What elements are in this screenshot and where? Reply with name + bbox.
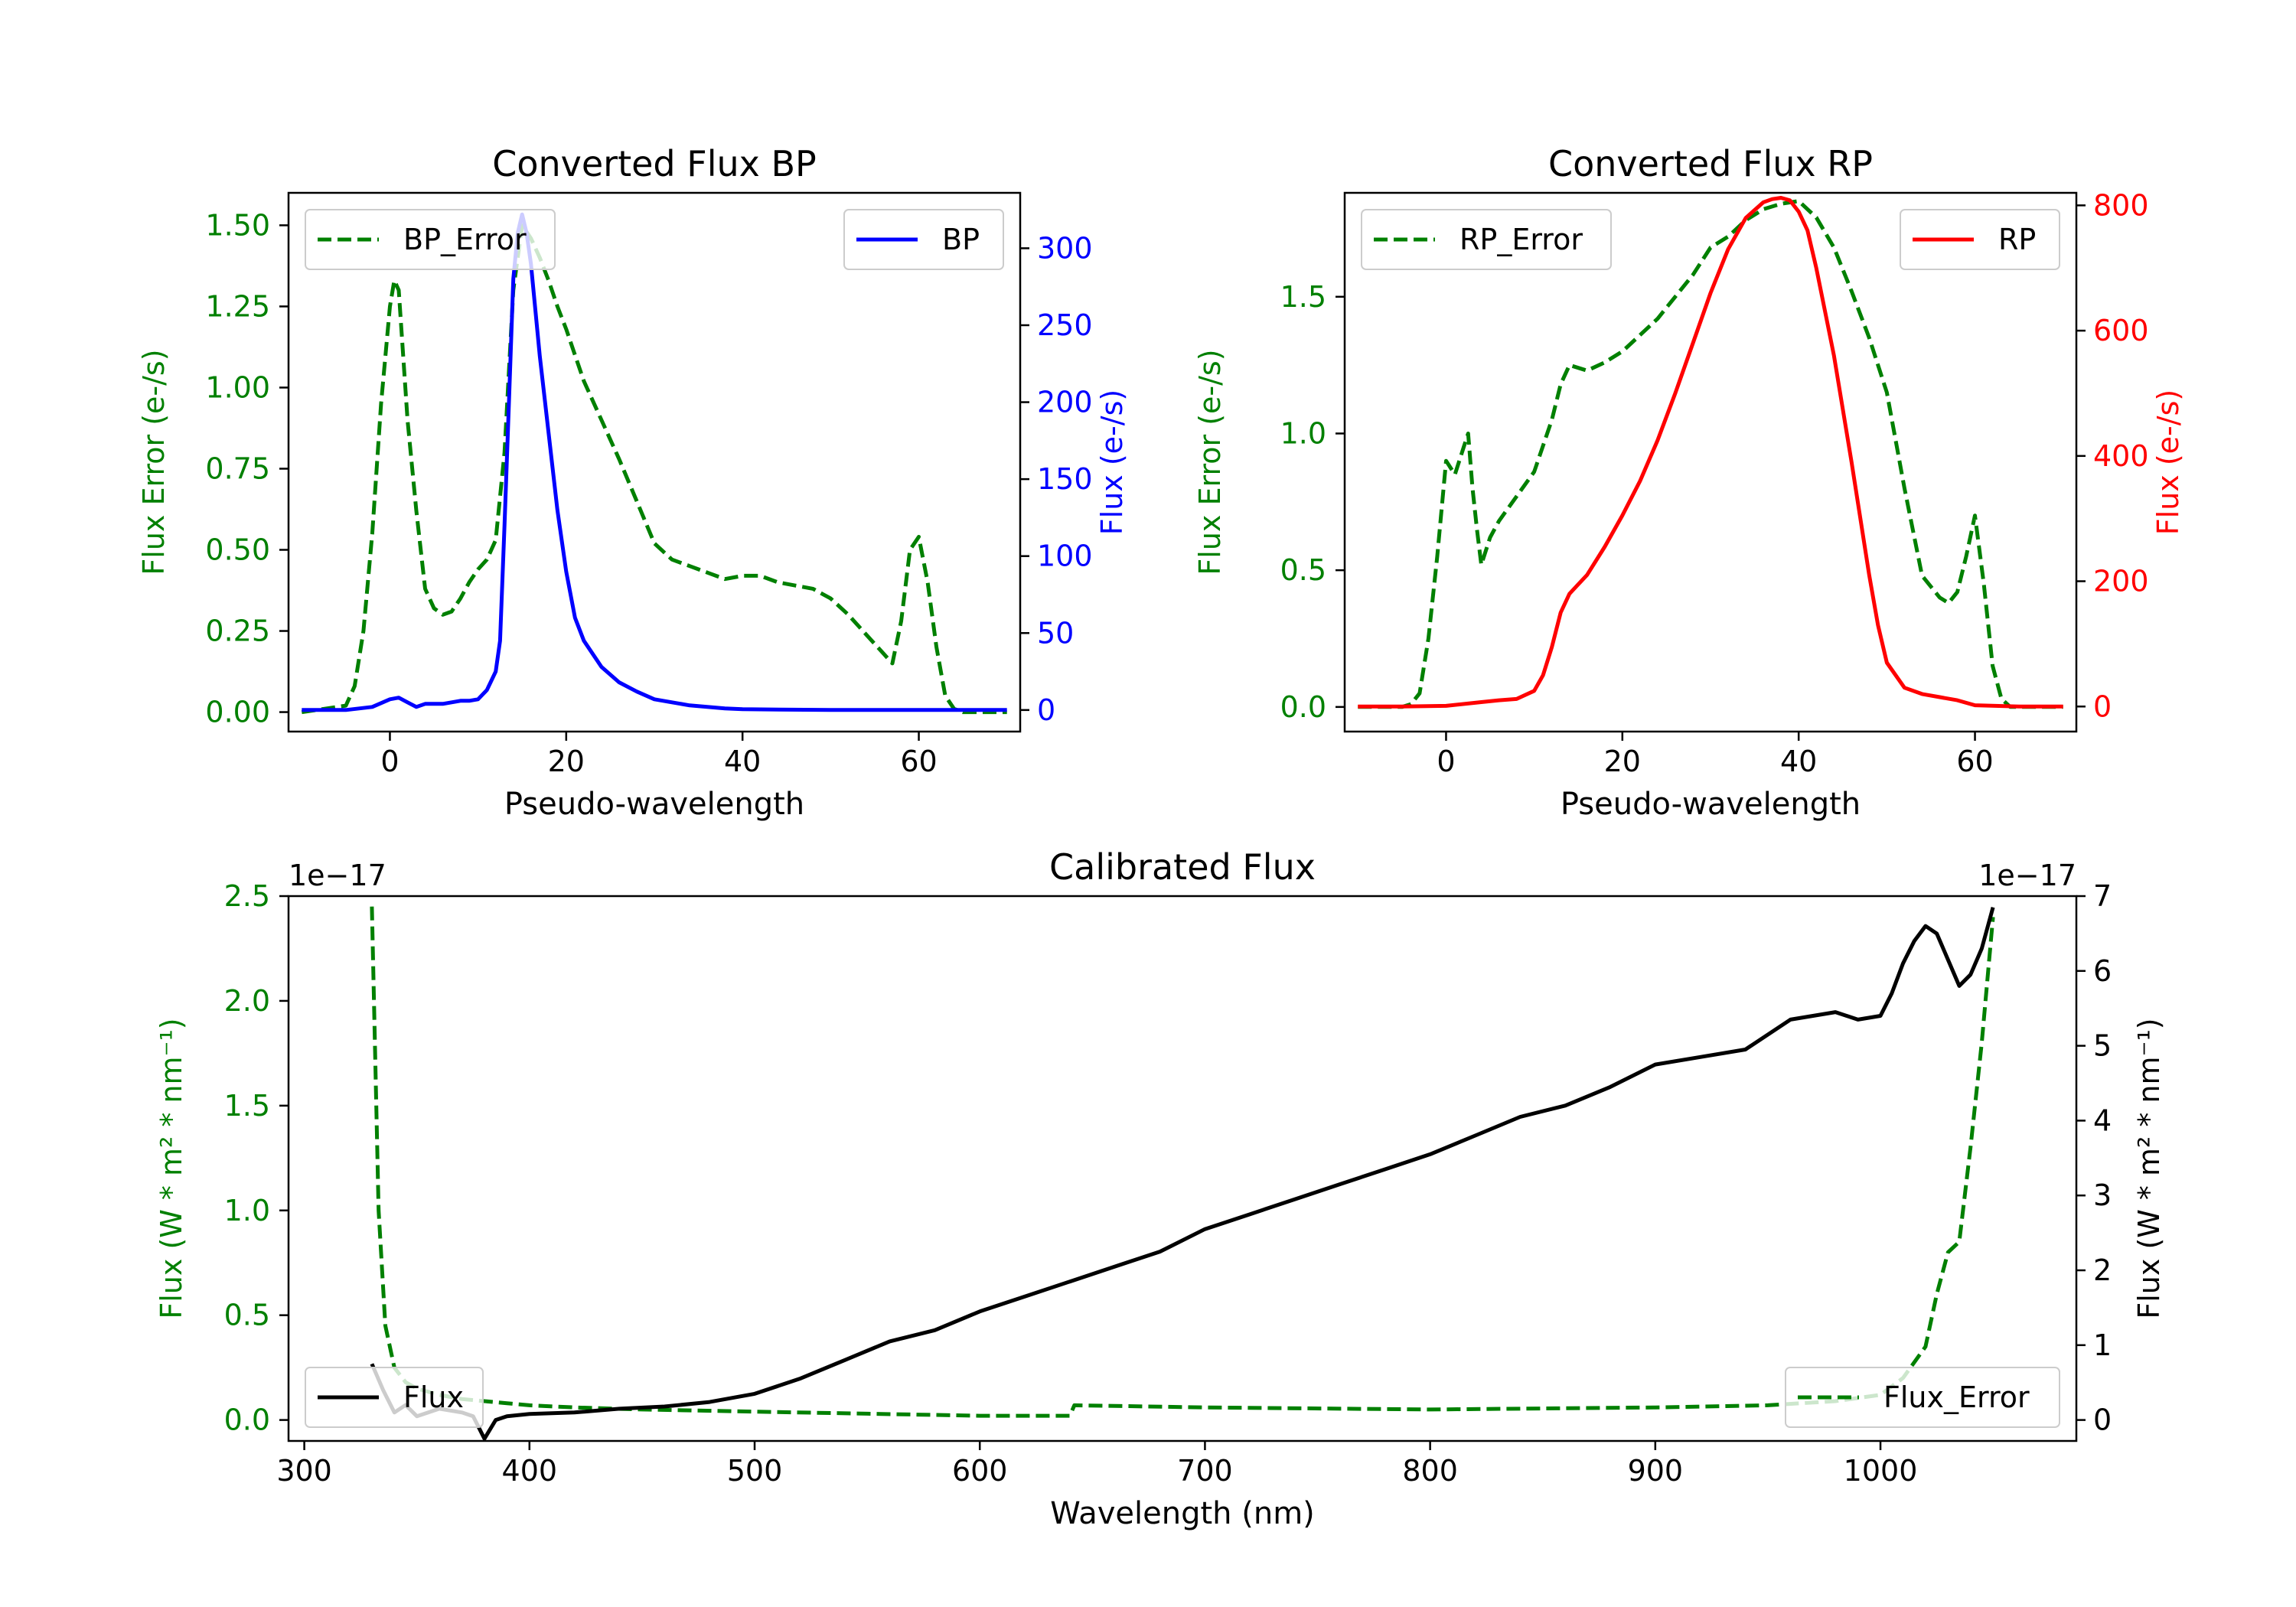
y-left-tick-label: 0.75 — [205, 451, 270, 485]
legend-flux: Flux — [305, 1367, 484, 1428]
legend-error: RP_Error — [1361, 209, 1612, 270]
x-tick-label: 0 — [1437, 745, 1455, 778]
chart-3: Calibrated Flux 300 400 500 600 700 800 900 1000… — [155, 846, 2166, 1531]
y-right-tick-label: 7 — [2093, 879, 2112, 913]
axes-frame — [287, 895, 2078, 1442]
axes-frame — [287, 191, 1022, 733]
y-right-tick-label: 150 — [1037, 462, 1093, 496]
y-left-tick-label: 1.0 — [1280, 416, 1326, 450]
y-right-tick-label: 250 — [1037, 308, 1093, 342]
x-tick-label: 1000 — [1844, 1454, 1918, 1488]
chart-title: Converted Flux BP — [492, 143, 817, 184]
y-right-tick-label: 3 — [2093, 1178, 2112, 1212]
y-right-tick-label: 0 — [2093, 689, 2112, 723]
y-left-axis-label: Flux (W * m² * nm⁻¹) — [155, 1018, 188, 1319]
chart-title: Converted Flux RP — [1548, 143, 1873, 184]
y-right-tick-label: 600 — [2093, 314, 2149, 347]
x-tick-label: 600 — [952, 1454, 1008, 1488]
y-left-tick-label: 0.0 — [224, 1403, 270, 1437]
y-right-axis-label: Flux (e-/s) — [1095, 390, 1129, 535]
y-left-tick-label: 1.5 — [1280, 280, 1326, 314]
y-right-tick-label: 6 — [2093, 954, 2112, 988]
x-tick-label: 800 — [1402, 1454, 1458, 1488]
y-left-tick-label: 1.5 — [224, 1089, 270, 1123]
y-left-tick-label: 0.00 — [205, 696, 270, 729]
x-tick-label: 900 — [1628, 1454, 1684, 1488]
legend-label: BP_Error — [403, 223, 527, 256]
x-tick-label: 40 — [1780, 745, 1817, 778]
x-tick-label: 500 — [727, 1454, 783, 1488]
x-tick-label: 400 — [502, 1454, 558, 1488]
y-right-offset: 1e−17 — [1978, 859, 2076, 892]
chart-title: Calibrated Flux — [1049, 846, 1316, 888]
x-axis-label: Wavelength (nm) — [1050, 1496, 1315, 1531]
y-right-tick-label: 100 — [1037, 539, 1093, 573]
y-left-tick-label: 0.5 — [224, 1299, 270, 1332]
y-right-tick-label: 0 — [1037, 693, 1055, 727]
series-line-rp — [1358, 196, 2063, 709]
x-axis-label: Pseudo-wavelength — [504, 787, 804, 822]
y-left-tick-label: 1.0 — [224, 1194, 270, 1227]
x-tick-label: 20 — [548, 745, 585, 778]
y-right-tick-label: 800 — [2093, 188, 2149, 222]
legend-flux: RP — [1900, 209, 2060, 270]
y-right-tick-label: 300 — [1037, 231, 1093, 265]
y-right-tick-label: 2 — [2093, 1253, 2112, 1287]
y-right-tick-label: 4 — [2093, 1103, 2112, 1137]
x-tick-label: 0 — [380, 745, 399, 778]
chart-2: Converted Flux RP 0 20 40 60 Pseudo-wavelengt… — [1193, 143, 2185, 822]
y-right-tick-label: 400 — [2093, 439, 2149, 473]
y-left-tick-label: 0.5 — [1280, 553, 1326, 587]
series-line-bp-error — [301, 223, 1007, 715]
x-tick-label: 20 — [1604, 745, 1641, 778]
y-left-tick-label: 0.50 — [205, 533, 270, 567]
axes-frame — [1343, 191, 2078, 733]
y-right-tick-label: 200 — [1037, 386, 1093, 419]
legend-label: Flux_Error — [1883, 1380, 2030, 1414]
x-tick-label: 60 — [900, 745, 937, 778]
y-left-axis-label: Flux Error (e-/s) — [1193, 349, 1227, 575]
legend-label: RP — [1998, 223, 2036, 256]
y-right-tick-label: 1 — [2093, 1328, 2112, 1362]
y-left-tick-label: 0.25 — [205, 614, 270, 648]
y-right-tick-label: 0 — [2093, 1403, 2112, 1437]
y-left-axis-label: Flux Error (e-/s) — [137, 349, 171, 575]
legend-error: BP_Error — [305, 209, 556, 270]
y-left-tick-label: 1.50 — [205, 208, 270, 242]
legend-flux: BP — [843, 209, 1004, 270]
y-left-tick-label: 1.25 — [205, 289, 270, 323]
x-tick-label: 700 — [1177, 1454, 1233, 1488]
x-tick-label: 40 — [724, 745, 761, 778]
series-line-bp — [302, 212, 1007, 712]
legend-flux-error: Flux_Error — [1785, 1367, 2060, 1428]
series-line-flux — [370, 907, 1995, 1441]
series-line-rp-error — [1358, 199, 2063, 709]
y-left-tick-label: 0.0 — [1280, 690, 1326, 724]
y-right-tick-label: 200 — [2093, 565, 2149, 598]
legend-label: BP — [942, 223, 980, 256]
x-axis-label: Pseudo-wavelength — [1561, 787, 1861, 822]
y-left-tick-label: 2.0 — [224, 984, 270, 1018]
y-left-tick-label: 1.00 — [205, 370, 270, 404]
y-right-axis-label: Flux (W * m² * nm⁻¹) — [2132, 1018, 2166, 1319]
legend-label: RP_Error — [1459, 223, 1583, 256]
y-right-axis-label: Flux (e-/s) — [2151, 390, 2185, 535]
x-tick-label: 300 — [276, 1454, 332, 1488]
y-right-tick-label: 50 — [1037, 616, 1074, 650]
x-tick-label: 60 — [1956, 745, 1993, 778]
series-line-flux-error — [370, 906, 1995, 1418]
y-left-offset: 1e−17 — [289, 859, 386, 892]
y-right-tick-label: 5 — [2093, 1029, 2112, 1063]
legend-label: Flux — [403, 1380, 464, 1414]
chart-1: Converted Flux BP 0 20 40 60 Pseudo-wavelengt… — [137, 143, 1129, 822]
y-left-tick-label: 2.5 — [224, 879, 270, 913]
